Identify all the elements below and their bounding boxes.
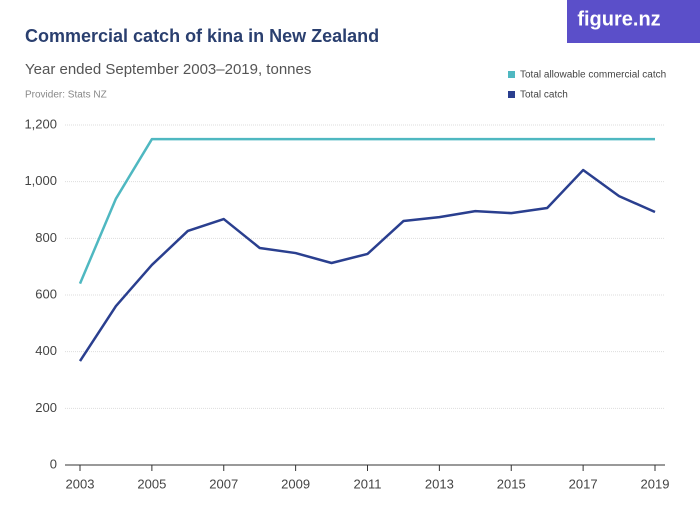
- x-tick-label: 2017: [569, 476, 598, 491]
- provider: Provider: Stats NZ: [25, 90, 107, 101]
- logo-box: [567, 0, 700, 43]
- legend-label: Total allowable commercial catch: [520, 70, 666, 81]
- y-tick-label: 0: [50, 456, 57, 471]
- x-tick-label: 2013: [425, 476, 454, 491]
- legend-label: Total catch: [520, 90, 568, 101]
- x-tick-label: 2003: [66, 476, 95, 491]
- logo: figure.nz: [577, 8, 660, 30]
- legend-swatch: [508, 71, 515, 78]
- x-tick-label: 2007: [209, 476, 238, 491]
- x-tick-label: 2015: [497, 476, 526, 491]
- subtitle: Year ended September 2003–2019, tonnes: [25, 61, 311, 78]
- x-tick-label: 2019: [641, 476, 670, 491]
- chart-title: Commercial catch of kina in New Zealand: [25, 26, 379, 46]
- x-tick-label: 2005: [137, 476, 166, 491]
- series-line: [78, 137, 655, 285]
- series-line: [78, 168, 656, 362]
- y-tick-label: 1,000: [24, 173, 57, 188]
- y-tick-label: 400: [35, 343, 57, 358]
- y-tick-label: 600: [35, 286, 57, 301]
- y-tick-label: 1,200: [24, 116, 57, 131]
- y-tick-label: 800: [35, 230, 57, 245]
- x-tick-label: 2009: [281, 476, 310, 491]
- x-tick-label: 2011: [354, 476, 382, 491]
- y-tick-label: 200: [35, 400, 57, 415]
- legend-swatch: [508, 91, 515, 98]
